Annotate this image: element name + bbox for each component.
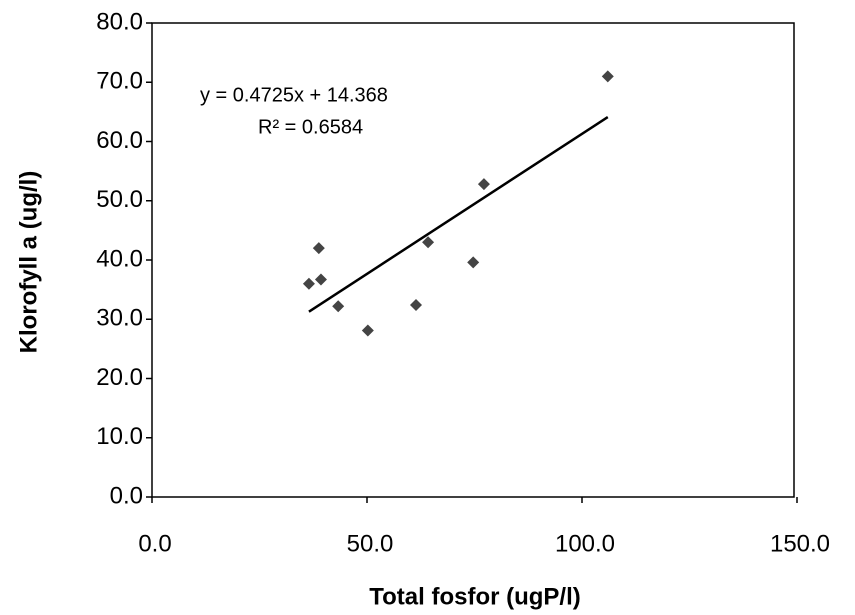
trendline xyxy=(308,116,609,313)
data-point xyxy=(477,178,490,191)
data-point xyxy=(361,324,374,337)
y-tick-label: 70.0 xyxy=(96,68,143,95)
y-tick-label: 50.0 xyxy=(96,186,143,213)
data-point xyxy=(332,300,345,313)
y-tick-label: 80.0 xyxy=(96,8,143,35)
x-tick-label: 100.0 xyxy=(555,530,615,557)
data-point xyxy=(302,277,315,290)
y-tick-label: 60.0 xyxy=(96,127,143,154)
x-tick-label: 150.0 xyxy=(770,530,830,557)
data-point xyxy=(467,256,480,269)
y-tick-label: 0.0 xyxy=(110,482,143,509)
y-tick-label: 40.0 xyxy=(96,245,143,272)
x-tick-label: 50.0 xyxy=(347,530,394,557)
x-axis-title: Total fosfor (ugP/l) xyxy=(369,583,581,610)
r-squared: R² = 0.6584 xyxy=(258,116,363,138)
y-axis-title: Klorofyll a (ug/l) xyxy=(15,171,42,354)
y-tick-label: 30.0 xyxy=(96,305,143,332)
data-point xyxy=(601,70,614,83)
trend-equation: y = 0.4725x + 14.368 xyxy=(200,84,388,106)
data-point xyxy=(410,299,423,312)
y-tick-label: 10.0 xyxy=(96,423,143,450)
x-tick-label: 0.0 xyxy=(138,530,171,557)
y-tick-label: 20.0 xyxy=(96,364,143,391)
data-point xyxy=(312,242,325,255)
data-point xyxy=(314,273,327,286)
data-point xyxy=(422,236,435,249)
